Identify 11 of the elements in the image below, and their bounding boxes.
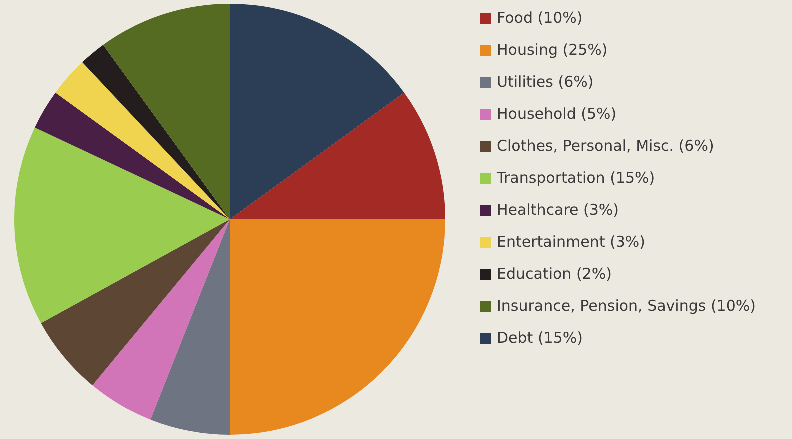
legend-label: Entertainment (3%) <box>497 232 646 253</box>
legend-label: Food (10%) <box>497 8 583 29</box>
legend-label: Insurance, Pension, Savings (10%) <box>497 296 756 317</box>
legend-label: Debt (15%) <box>497 328 583 349</box>
legend-label: Household (5%) <box>497 104 617 125</box>
legend-label: Housing (25%) <box>497 40 608 61</box>
legend-label: Clothes, Personal, Misc. (6%) <box>497 136 714 157</box>
legend-label: Education (2%) <box>497 264 612 285</box>
legend-label: Healthcare (3%) <box>497 200 620 221</box>
legend-label: Utilities (6%) <box>497 72 594 93</box>
legend-label: Transportation (15%) <box>497 168 656 189</box>
